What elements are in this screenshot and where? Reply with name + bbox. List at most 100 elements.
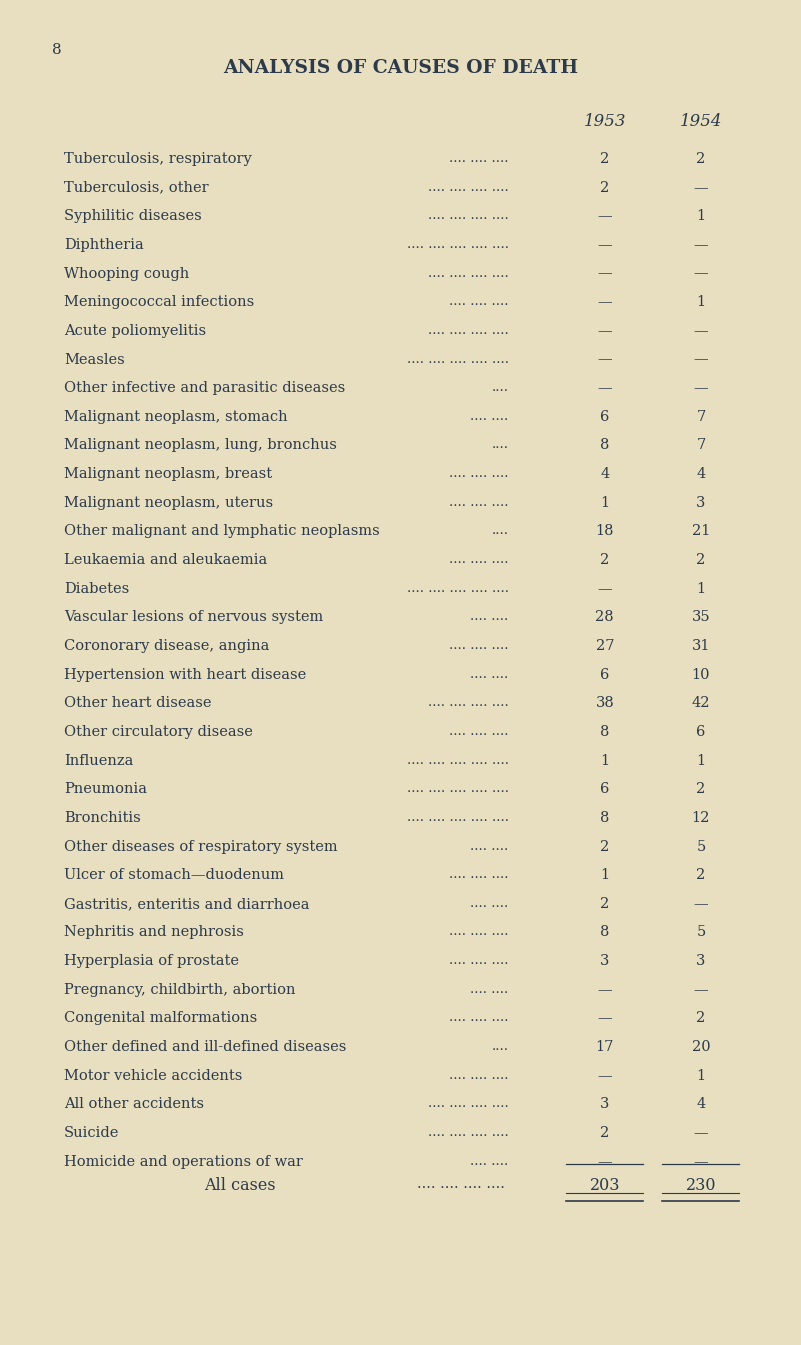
Text: Pneumonia: Pneumonia [64,783,147,796]
Text: Bronchitis: Bronchitis [64,811,141,824]
Text: —: — [598,266,612,281]
Text: 230: 230 [686,1177,716,1194]
Text: 2: 2 [600,152,610,165]
Text: ....: .... [492,381,509,394]
Text: .... .... ....: .... .... .... [449,496,509,508]
Text: Hyperplasia of prostate: Hyperplasia of prostate [64,954,239,968]
Text: 5: 5 [696,925,706,940]
Text: Pregnancy, childbirth, abortion: Pregnancy, childbirth, abortion [64,983,296,997]
Text: .... .... ....: .... .... .... [449,639,509,652]
Text: Malignant neoplasm, breast: Malignant neoplasm, breast [64,467,272,482]
Text: Motor vehicle accidents: Motor vehicle accidents [64,1069,243,1083]
Text: Hypertension with heart disease: Hypertension with heart disease [64,667,306,682]
Text: 203: 203 [590,1177,620,1194]
Text: .... ....: .... .... [470,897,509,909]
Text: 1: 1 [600,753,610,768]
Text: .... .... .... .... ....: .... .... .... .... .... [407,783,509,795]
Text: —: — [694,352,708,367]
Text: —: — [694,180,708,195]
Text: All cases: All cases [204,1177,276,1194]
Text: 8: 8 [600,438,610,452]
Text: Diabetes: Diabetes [64,581,129,596]
Text: Tuberculosis, respiratory: Tuberculosis, respiratory [64,152,252,165]
Text: 8: 8 [52,43,62,56]
Text: 1: 1 [600,496,610,510]
Text: .... .... ....: .... .... .... [449,925,509,939]
Text: .... .... .... ....: .... .... .... .... [428,1126,509,1139]
Text: 1: 1 [696,753,706,768]
Text: .... ....: .... .... [470,983,509,995]
Text: —: — [694,266,708,281]
Text: 6: 6 [600,410,610,424]
Text: 6: 6 [600,667,610,682]
Text: Syphilitic diseases: Syphilitic diseases [64,210,202,223]
Text: 17: 17 [596,1040,614,1054]
Text: .... .... ....: .... .... .... [449,467,509,480]
Text: Whooping cough: Whooping cough [64,266,189,281]
Text: Leukaemia and aleukaemia: Leukaemia and aleukaemia [64,553,268,568]
Text: .... .... .... ....: .... .... .... .... [428,210,509,222]
Text: 28: 28 [595,611,614,624]
Text: —: — [694,238,708,252]
Text: 1: 1 [696,210,706,223]
Text: —: — [694,983,708,997]
Text: Malignant neoplasm, uterus: Malignant neoplasm, uterus [64,496,273,510]
Text: 2: 2 [696,783,706,796]
Text: Nephritis and nephrosis: Nephritis and nephrosis [64,925,244,940]
Text: Malignant neoplasm, stomach: Malignant neoplasm, stomach [64,410,288,424]
Text: 6: 6 [696,725,706,738]
Text: 1: 1 [696,296,706,309]
Text: 5: 5 [696,839,706,854]
Text: Influenza: Influenza [64,753,134,768]
Text: Other diseases of respiratory system: Other diseases of respiratory system [64,839,338,854]
Text: All other accidents: All other accidents [64,1098,204,1111]
Text: 4: 4 [600,467,610,482]
Text: .... .... .... .... ....: .... .... .... .... .... [407,238,509,252]
Text: Measles: Measles [64,352,125,367]
Text: 18: 18 [595,525,614,538]
Text: .... .... ....: .... .... .... [449,553,509,566]
Text: .... .... .... ....: .... .... .... .... [428,324,509,336]
Text: Other heart disease: Other heart disease [64,697,211,710]
Text: 27: 27 [595,639,614,654]
Text: .... .... ....: .... .... .... [449,725,509,738]
Text: 1: 1 [696,1069,706,1083]
Text: —: — [694,897,708,911]
Text: 12: 12 [692,811,710,824]
Text: ....: .... [492,525,509,538]
Text: 8: 8 [600,811,610,824]
Text: 2: 2 [600,180,610,195]
Text: —: — [598,581,612,596]
Text: —: — [598,324,612,338]
Text: 10: 10 [691,667,710,682]
Text: 6: 6 [600,783,610,796]
Text: Acute poliomyelitis: Acute poliomyelitis [64,324,206,338]
Text: —: — [598,210,612,223]
Text: Diphtheria: Diphtheria [64,238,144,252]
Text: 1: 1 [600,869,610,882]
Text: 2: 2 [696,869,706,882]
Text: .... ....: .... .... [470,611,509,623]
Text: —: — [694,1126,708,1141]
Text: Ulcer of stomach—duodenum: Ulcer of stomach—duodenum [64,869,284,882]
Text: .... ....: .... .... [470,667,509,681]
Text: Homicide and operations of war: Homicide and operations of war [64,1154,303,1169]
Text: .... ....: .... .... [470,839,509,853]
Text: .... .... ....: .... .... .... [449,954,509,967]
Text: 1953: 1953 [583,113,626,130]
Text: Suicide: Suicide [64,1126,119,1141]
Text: 3: 3 [600,1098,610,1111]
Text: ANALYSIS OF CAUSES OF DEATH: ANALYSIS OF CAUSES OF DEATH [223,59,578,77]
Text: .... .... .... .... ....: .... .... .... .... .... [407,811,509,824]
Text: —: — [598,381,612,395]
Text: 3: 3 [696,496,706,510]
Text: 2: 2 [696,152,706,165]
Text: Other circulatory disease: Other circulatory disease [64,725,253,738]
Text: 35: 35 [691,611,710,624]
Text: —: — [598,352,612,367]
Text: —: — [694,1154,708,1169]
Text: .... .... .... ....: .... .... .... .... [428,266,509,280]
Text: —: — [598,1154,612,1169]
Text: —: — [694,324,708,338]
Text: 8: 8 [600,925,610,940]
